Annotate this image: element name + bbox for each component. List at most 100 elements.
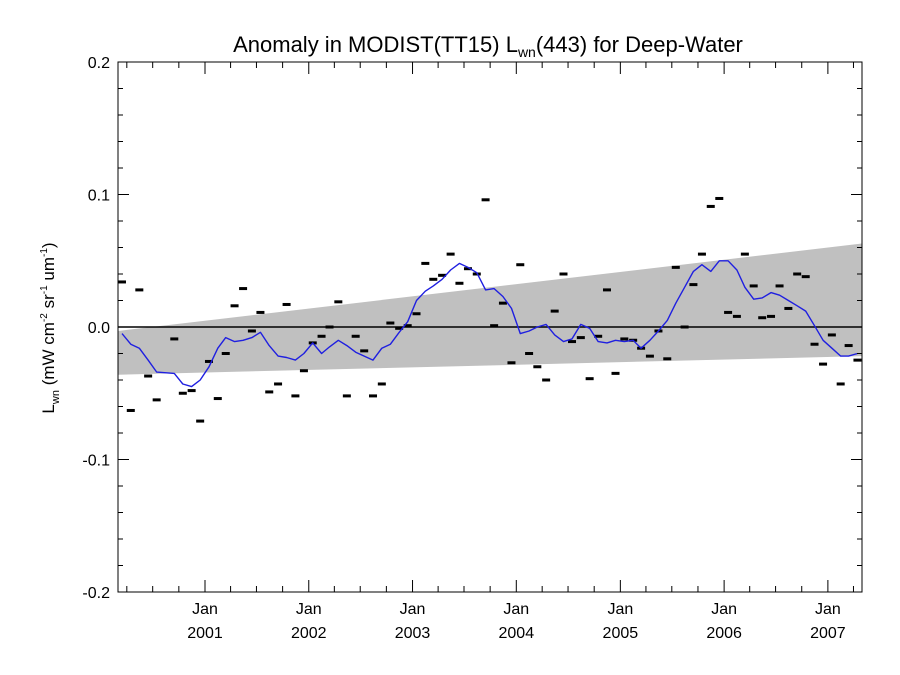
x-tick-label-year: 2006 bbox=[706, 625, 742, 642]
monthly-point-23 bbox=[325, 325, 334, 329]
x-tick-label-year: 2007 bbox=[810, 625, 846, 642]
monthly-point-77 bbox=[793, 272, 802, 276]
monthly-point-45 bbox=[516, 263, 525, 267]
x-tick-label-year: 2004 bbox=[499, 625, 535, 642]
monthly-point-19 bbox=[291, 394, 300, 398]
monthly-point-34 bbox=[421, 261, 430, 265]
x-tick-label-year: 2003 bbox=[395, 625, 431, 642]
monthly-point-74 bbox=[767, 314, 776, 318]
y-tick-label: 0.2 bbox=[88, 55, 110, 72]
monthly-point-32 bbox=[403, 324, 412, 328]
monthly-point-71 bbox=[740, 252, 749, 256]
y-axis-label-units-1: (mW cm bbox=[39, 322, 58, 390]
monthly-point-15 bbox=[256, 310, 265, 314]
monthly-point-24 bbox=[334, 300, 343, 304]
monthly-point-60 bbox=[645, 354, 654, 358]
chart-title: Anomaly in MODIST(TT15) Lwn(443) for Dee… bbox=[233, 32, 743, 60]
monthly-point-65 bbox=[689, 283, 698, 287]
x-tick-label-year: 2002 bbox=[291, 625, 327, 642]
x-tick-label-year: 2001 bbox=[187, 625, 223, 642]
y-tick-label: -0.1 bbox=[82, 453, 110, 470]
monthly-point-47 bbox=[533, 365, 542, 369]
monthly-point-64 bbox=[680, 325, 689, 329]
monthly-point-84 bbox=[853, 358, 862, 362]
y-axis-label: Lwn (mW cm-2 sr-1 um-1) bbox=[39, 242, 62, 413]
monthly-point-1 bbox=[126, 408, 135, 412]
monthly-point-4 bbox=[152, 398, 161, 402]
x-tick-label-month: Jan bbox=[296, 601, 322, 618]
monthly-point-70 bbox=[732, 314, 741, 318]
monthly-point-27 bbox=[360, 349, 369, 353]
monthly-point-13 bbox=[239, 287, 248, 291]
monthly-point-81 bbox=[827, 333, 836, 337]
monthly-point-44 bbox=[507, 361, 516, 365]
x-tick-label-month: Jan bbox=[711, 601, 737, 618]
x-tick-label-month: Jan bbox=[607, 601, 633, 618]
x-tick-label-year: 2005 bbox=[603, 625, 639, 642]
y-tick-label: 0.0 bbox=[88, 320, 110, 337]
plot-area: 0.2 0.1 0.0 -0.1 -0.2 Jan 2001 Jan 2002 Jan 2003 Ja… bbox=[82, 55, 863, 642]
monthly-point-68 bbox=[715, 196, 724, 200]
y-axis-label-exp-2: -1 bbox=[39, 285, 50, 294]
confidence-band bbox=[118, 243, 862, 375]
monthly-point-16 bbox=[265, 390, 274, 394]
monthly-point-83 bbox=[844, 344, 853, 348]
monthly-point-67 bbox=[706, 204, 715, 208]
y-tick-label: 0.1 bbox=[88, 188, 110, 205]
chart-title-subscript: wn bbox=[517, 44, 536, 60]
monthly-point-29 bbox=[377, 382, 386, 386]
monthly-point-39 bbox=[463, 267, 472, 271]
monthly-point-57 bbox=[620, 337, 629, 341]
monthly-point-63 bbox=[671, 265, 680, 269]
monthly-point-51 bbox=[568, 340, 577, 344]
monthly-point-10 bbox=[213, 397, 222, 401]
x-tick-label-month: Jan bbox=[815, 601, 841, 618]
monthly-point-6 bbox=[178, 391, 187, 395]
monthly-point-0 bbox=[118, 280, 126, 284]
monthly-point-55 bbox=[602, 288, 611, 292]
monthly-point-8 bbox=[196, 419, 205, 423]
monthly-point-48 bbox=[542, 378, 551, 382]
x-tick-label-month: Jan bbox=[503, 601, 529, 618]
monthly-point-72 bbox=[749, 284, 758, 288]
monthly-point-46 bbox=[525, 352, 534, 355]
monthly-point-66 bbox=[697, 252, 706, 256]
monthly-point-25 bbox=[342, 394, 351, 398]
y-axis-label-units-4: ) bbox=[39, 242, 58, 248]
monthly-point-79 bbox=[810, 342, 819, 346]
chart-title-prefix: Anomaly in MODIST(TT15) L bbox=[233, 32, 518, 57]
monthly-point-38 bbox=[455, 281, 464, 285]
monthly-point-43 bbox=[498, 301, 507, 305]
y-axis-label-units-2: sr bbox=[39, 294, 58, 313]
monthly-point-80 bbox=[819, 362, 828, 366]
monthly-point-30 bbox=[386, 321, 395, 325]
monthly-point-56 bbox=[611, 371, 620, 375]
monthly-point-35 bbox=[429, 277, 438, 281]
monthly-point-18 bbox=[282, 302, 291, 306]
monthly-point-73 bbox=[758, 316, 767, 320]
monthly-point-11 bbox=[221, 352, 230, 355]
monthly-point-37 bbox=[446, 252, 455, 256]
monthly-point-62 bbox=[663, 357, 672, 361]
smoothed-line bbox=[121, 260, 858, 388]
monthly-point-7 bbox=[187, 389, 196, 393]
monthly-point-69 bbox=[724, 310, 733, 314]
chart-title-suffix: (443) for Deep-Water bbox=[536, 32, 743, 57]
monthly-point-49 bbox=[550, 309, 559, 313]
x-tick-label-month: Jan bbox=[400, 601, 426, 618]
monthly-point-76 bbox=[784, 306, 793, 310]
monthly-point-14 bbox=[247, 329, 256, 333]
y-axis-label-l: L bbox=[39, 404, 58, 413]
monthly-point-20 bbox=[299, 369, 308, 373]
monthly-point-52 bbox=[576, 336, 585, 340]
monthly-point-41 bbox=[481, 198, 490, 202]
monthly-point-33 bbox=[412, 312, 421, 316]
monthly-point-78 bbox=[801, 275, 810, 279]
y-axis-label-wn: wn bbox=[50, 390, 62, 405]
y-axis-label-exp-1: -2 bbox=[39, 313, 50, 322]
monthly-point-53 bbox=[585, 377, 594, 381]
monthly-point-12 bbox=[230, 304, 239, 308]
monthly-point-9 bbox=[204, 359, 213, 363]
x-tick-label-month: Jan bbox=[192, 601, 218, 618]
